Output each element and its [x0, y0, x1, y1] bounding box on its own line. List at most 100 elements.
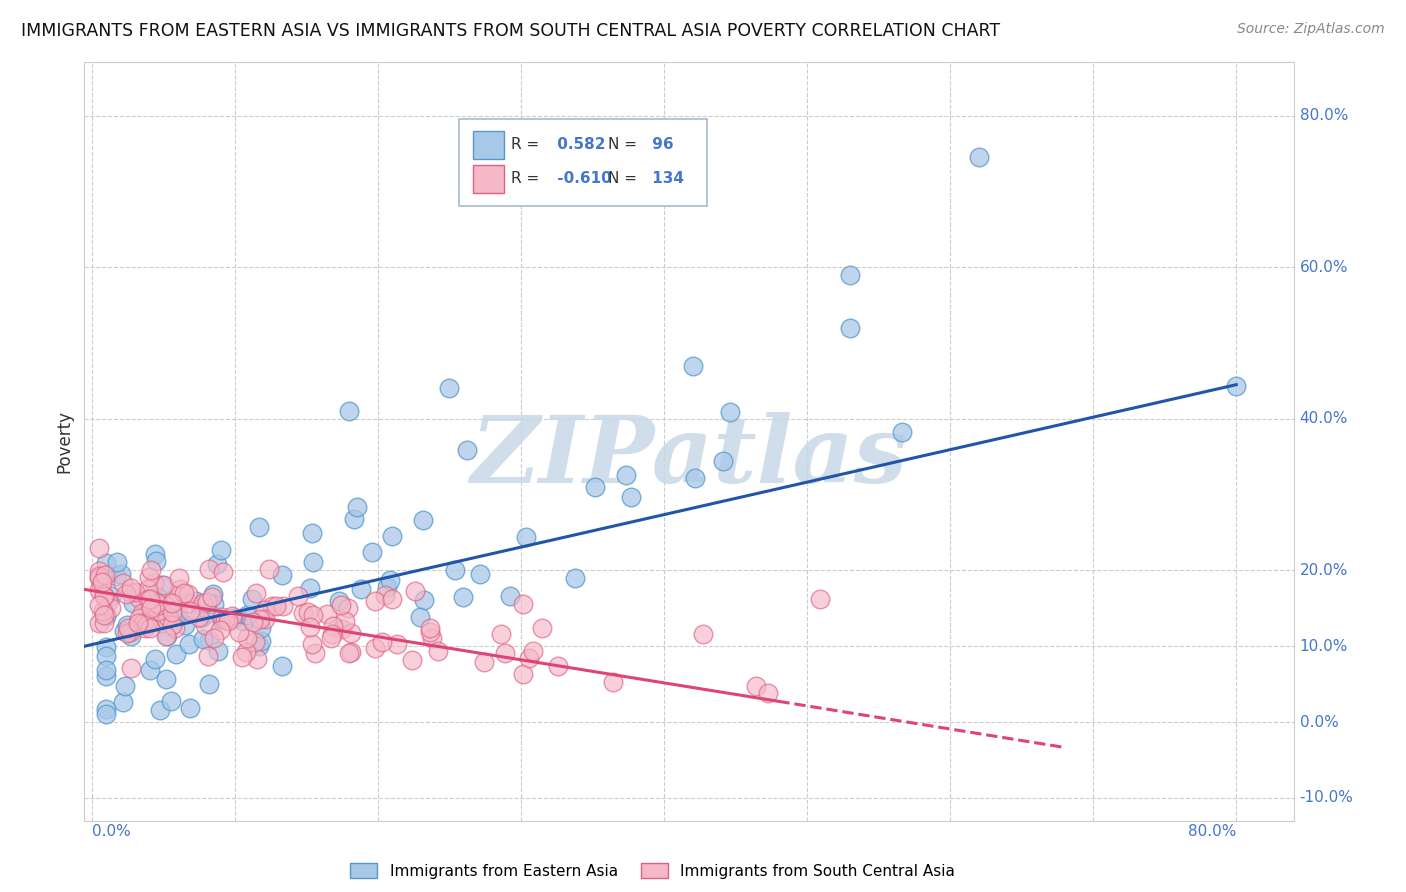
Point: [692, 627, 714, 641]
Point: [301, 637, 323, 651]
Point: [409, 610, 432, 624]
Point: [111, 694, 134, 708]
Text: ZIPatlas: ZIPatlas: [471, 412, 907, 501]
Point: [337, 404, 360, 418]
Text: N =: N =: [607, 171, 637, 186]
Point: [350, 582, 373, 596]
Point: [245, 586, 267, 600]
Point: [138, 614, 160, 628]
Point: [96, 640, 118, 654]
Point: [247, 639, 270, 653]
Point: [124, 585, 146, 599]
Point: [427, 643, 450, 657]
Point: [148, 598, 170, 612]
Point: [90, 577, 112, 591]
Point: [87, 541, 110, 555]
Point: [337, 600, 360, 615]
Point: [291, 606, 314, 620]
Point: [271, 568, 294, 582]
Point: [221, 608, 243, 623]
Point: [94, 701, 117, 715]
Text: R =: R =: [512, 171, 540, 186]
Point: [87, 570, 110, 584]
Point: [143, 547, 166, 561]
Point: [142, 576, 165, 591]
Point: [470, 566, 492, 581]
FancyBboxPatch shape: [472, 130, 503, 159]
Point: [174, 617, 197, 632]
Point: [451, 590, 474, 604]
Point: [120, 625, 142, 640]
Point: [166, 602, 188, 616]
Point: [214, 613, 236, 627]
Point: [184, 593, 207, 607]
Point: [135, 617, 157, 632]
Point: [91, 574, 114, 589]
Point: [114, 679, 136, 693]
Point: [150, 616, 173, 631]
Point: [297, 605, 319, 619]
Point: [412, 513, 434, 527]
Point: [167, 588, 190, 602]
Point: [340, 645, 363, 659]
Point: [329, 598, 352, 612]
Point: [111, 575, 134, 590]
Point: [301, 526, 323, 541]
Point: [139, 621, 162, 635]
Point: [87, 598, 110, 612]
Point: [87, 583, 110, 598]
Point: [838, 268, 860, 282]
Text: 20.0%: 20.0%: [1299, 563, 1348, 578]
Point: [139, 663, 162, 677]
Point: [260, 599, 283, 613]
Point: [211, 566, 233, 580]
Point: [374, 588, 396, 602]
Point: [474, 655, 496, 669]
Point: [87, 564, 110, 578]
Point: [530, 621, 553, 635]
Point: [177, 637, 200, 651]
Point: [165, 647, 187, 661]
Point: [385, 638, 408, 652]
Point: [128, 591, 150, 606]
Text: Source: ZipAtlas.com: Source: ZipAtlas.com: [1237, 22, 1385, 37]
Point: [271, 599, 294, 613]
Point: [302, 556, 325, 570]
Point: [890, 425, 912, 439]
Point: [138, 592, 160, 607]
Point: [198, 676, 221, 690]
Point: [163, 607, 186, 622]
Point: [209, 543, 232, 558]
Text: 134: 134: [647, 171, 683, 186]
Text: R =: R =: [512, 136, 540, 152]
Point: [194, 617, 217, 632]
Point: [197, 607, 219, 621]
Point: [100, 589, 122, 603]
Point: [547, 659, 569, 673]
Point: [498, 589, 520, 603]
Point: [247, 520, 270, 534]
Point: [191, 632, 214, 646]
Point: [683, 471, 706, 485]
Point: [160, 617, 183, 632]
Point: [620, 490, 643, 504]
Point: [117, 621, 139, 635]
Point: [602, 675, 624, 690]
Point: [517, 651, 540, 665]
Point: [207, 644, 229, 658]
Point: [93, 616, 115, 631]
Point: [346, 500, 368, 515]
Point: [271, 659, 294, 673]
Point: [564, 571, 586, 585]
Point: [149, 703, 172, 717]
Point: [231, 649, 253, 664]
Point: [301, 608, 323, 623]
Point: [614, 468, 637, 483]
Point: [118, 585, 141, 599]
Point: [340, 625, 363, 640]
Point: [298, 581, 321, 595]
Point: [156, 629, 179, 643]
Point: [381, 592, 404, 607]
Point: [202, 631, 225, 645]
Point: [515, 530, 537, 544]
